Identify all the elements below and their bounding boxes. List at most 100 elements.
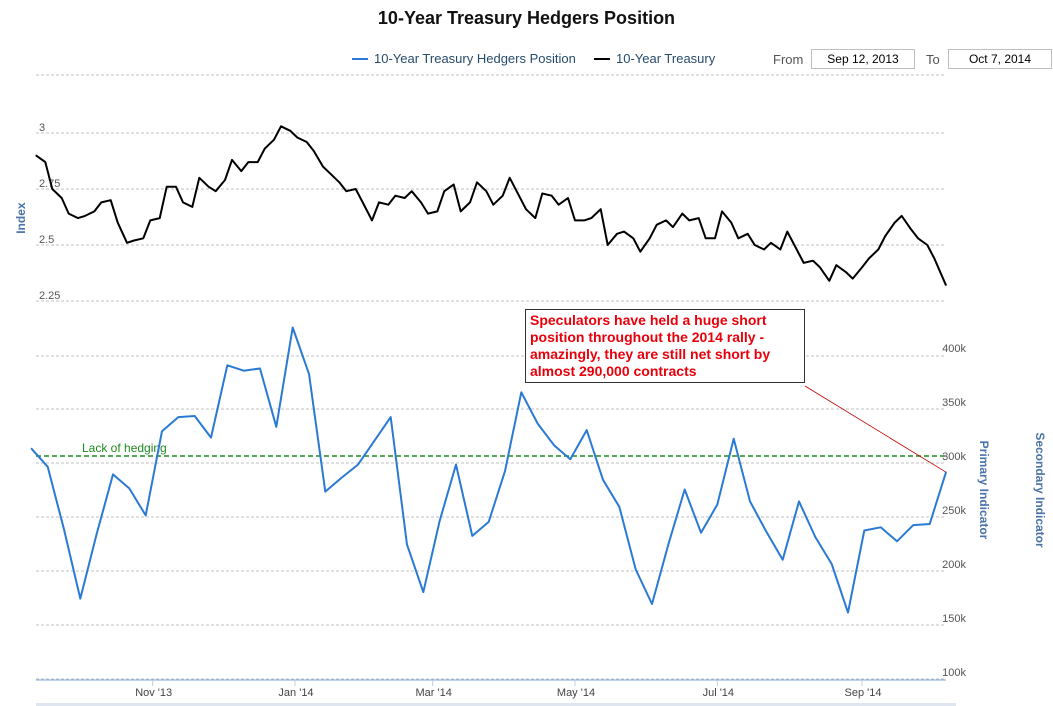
series-line-10yr-treasury-point-75 [649, 237, 651, 239]
series-line-10yr-treasury-point-91 [779, 248, 781, 251]
series-line-10yr-treasury-point-17 [175, 186, 177, 188]
series-line-hedgers-position-point-52 [880, 526, 882, 528]
series-line-10yr-treasury-point-45 [404, 197, 406, 199]
series-line-10yr-treasury-point-14 [149, 219, 151, 221]
range-to-input[interactable] [948, 49, 1052, 69]
series-line-10yr-treasury-point-33 [306, 141, 308, 143]
series-line-hedgers-position-point-21 [373, 440, 375, 442]
series-line-10yr-treasury-point-69 [600, 208, 602, 210]
series-line-10yr-treasury-point-49 [436, 210, 438, 212]
series-line-10yr-treasury-point-21 [208, 186, 210, 188]
series-line-10yr-treasury-point-24 [231, 159, 233, 161]
series-line-10yr-treasury-point-61 [534, 217, 536, 219]
series-line-hedgers-position-point-29 [504, 470, 506, 472]
series-line-hedgers-position-point-28 [488, 521, 490, 523]
series-line-hedgers-position-point-33 [569, 458, 571, 460]
x-tick-label-4: Jul '14 [703, 687, 734, 699]
series-line-10yr-treasury-point-67 [583, 219, 585, 221]
series-line-10yr-treasury-point-37 [338, 181, 340, 183]
series-line-10yr-treasury-point-5 [77, 217, 79, 219]
range-from-label: From [773, 52, 804, 67]
series-line-hedgers-position-point-18 [324, 491, 326, 493]
series-line-hedgers-position-point-41 [700, 532, 702, 534]
series-line-hedgers-position-point-11 [210, 437, 212, 439]
series-line-hedgers-position-point-32 [553, 444, 555, 446]
series-line-10yr-treasury-point-48 [427, 213, 429, 215]
series-line-10yr-treasury-point-7 [93, 210, 95, 212]
series-line-hedgers-position-point-48 [814, 536, 816, 538]
series-line-10yr-treasury-point-60 [525, 208, 527, 210]
series-line-hedgers-position-point-14 [259, 367, 261, 370]
series-line-10yr-treasury-point-111 [945, 284, 947, 286]
series-line-hedgers-position-point-37 [635, 568, 637, 571]
series-line-10yr-treasury-point-104 [884, 235, 886, 237]
range-from-input[interactable] [811, 49, 915, 69]
series-line-10yr-treasury-point-110 [933, 257, 935, 259]
legend-label-hedgers: 10-Year Treasury Hedgers Position [374, 51, 576, 66]
series-line-10yr-treasury-point-63 [551, 195, 553, 197]
series-line-hedgers-position-point-19 [341, 477, 343, 479]
y-tick-label-bottom-5: 150k [942, 613, 966, 625]
legend-swatch-treasury [594, 57, 610, 60]
series-line-10yr-treasury-point-30 [280, 125, 282, 127]
series-line-10yr-treasury-point-84 [721, 210, 723, 212]
series-line-10yr-treasury-point-25 [240, 170, 242, 172]
legend-item-treasury[interactable]: 10-Year Treasury [594, 51, 715, 66]
series-line-hedgers-position-point-26 [455, 464, 457, 466]
series-line-hedgers-position-point-13 [243, 370, 245, 372]
series-line-hedgers-position-point-27 [471, 535, 473, 537]
y-axis-title-secondary: Secondary Indicator [1033, 432, 1047, 548]
series-line-10yr-treasury-point-72 [623, 231, 625, 233]
series-line-10yr-treasury-point-3 [61, 197, 63, 199]
reference-line-label: Lack of hedging [82, 441, 167, 455]
series-line-hedgers-position-point-50 [847, 612, 849, 614]
series-line-10yr-treasury-point-41 [371, 219, 373, 221]
series-line-10yr-treasury-point-78 [672, 226, 674, 228]
series-line-10yr-treasury-point-96 [819, 266, 821, 268]
chart-title: 10-Year Treasury Hedgers Position [377, 8, 676, 28]
series-line-hedgers-position-point-2 [63, 528, 65, 531]
series-line-10yr-treasury-point-40 [362, 201, 364, 203]
series-line-10yr-treasury-point-29 [273, 139, 275, 141]
series-line-hedgers-position-point-54 [912, 524, 914, 526]
series-line-10yr-treasury-point-92 [786, 231, 788, 233]
series-line-hedgers-position-point-34 [586, 429, 588, 431]
series-line-10yr-treasury-point-105 [894, 222, 896, 224]
series-line-hedgers-position-point-0 [30, 447, 32, 449]
y-tick-label-top-3: 2.25 [39, 290, 60, 302]
series-line-hedgers-position-point-46 [782, 559, 784, 561]
series-line-hedgers-position-point-49 [831, 563, 833, 565]
series-line-10yr-treasury-point-53 [469, 201, 471, 203]
series-line-10yr-treasury-point-13 [142, 237, 144, 239]
series-line-10yr-treasury-point-56 [492, 204, 494, 206]
series-line-10yr-treasury-point-70 [607, 244, 609, 246]
series-line-10yr-treasury-point-73 [632, 237, 634, 239]
series-line-hedgers-position [30, 326, 947, 614]
series-line-hedgers-position-point-40 [684, 488, 686, 491]
series-line-hedgers-position-point-38 [651, 603, 653, 605]
series-line-hedgers-position-point-10 [194, 415, 196, 417]
series-line-10yr-treasury-point-19 [191, 206, 193, 208]
series-line-10yr-treasury-point-87 [747, 233, 749, 235]
series-line-hedgers-position-point-31 [537, 423, 539, 425]
series-line-hedgers-position-point-55 [929, 523, 931, 525]
series-line-10yr-treasury-point-79 [681, 213, 683, 215]
series-line-10yr-treasury-point-71 [616, 233, 618, 235]
series-line-10yr-treasury-point-64 [558, 204, 560, 206]
series-line-10yr-treasury-point-55 [485, 190, 487, 192]
series-line-10yr-treasury-point-18 [182, 201, 184, 203]
series-line-10yr-treasury-point-58 [509, 177, 511, 179]
series-line-10yr-treasury-point-8 [100, 201, 102, 203]
series-line-10yr-treasury-point-44 [394, 195, 396, 197]
series-line-10yr-treasury-point-6 [84, 215, 86, 217]
series-line-10yr-treasury-point-0 [35, 154, 37, 156]
series-line-hedgers-position-point-15 [275, 426, 277, 428]
legend-item-hedgers[interactable]: 10-Year Treasury Hedgers Position [352, 51, 576, 66]
series-line-hedgers-position-point-53 [896, 540, 898, 542]
series-line-10yr-treasury-point-31 [289, 130, 291, 132]
series-line-10yr-treasury-point-99 [845, 271, 847, 273]
range-to-label: To [926, 52, 940, 67]
series-line-10yr-treasury-point-95 [812, 260, 814, 262]
series-line-10yr-treasury-point-65 [567, 197, 569, 199]
series-line-10yr-treasury-point-98 [835, 264, 837, 266]
